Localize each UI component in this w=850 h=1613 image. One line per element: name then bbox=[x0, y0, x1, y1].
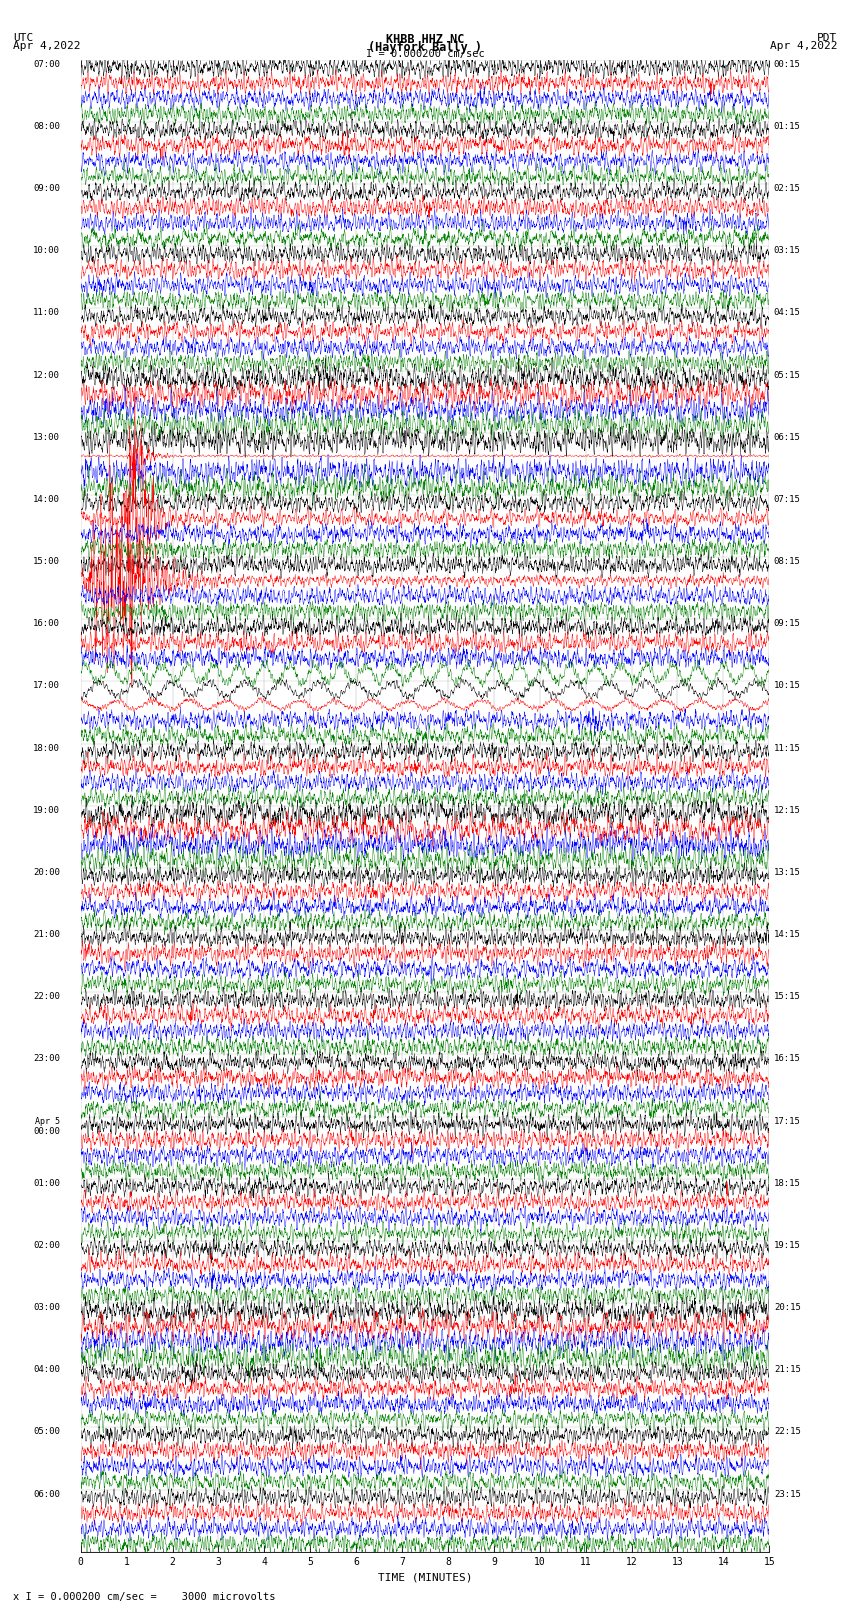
Text: UTC: UTC bbox=[13, 32, 33, 44]
Text: 20:00: 20:00 bbox=[33, 868, 60, 877]
Text: 13:15: 13:15 bbox=[774, 868, 801, 877]
Text: 16:15: 16:15 bbox=[774, 1055, 801, 1063]
Text: PDT: PDT bbox=[817, 32, 837, 44]
Text: (Hayfork Bally ): (Hayfork Bally ) bbox=[368, 40, 482, 55]
Text: Apr 5: Apr 5 bbox=[35, 1116, 60, 1126]
Text: 11:00: 11:00 bbox=[33, 308, 60, 318]
Text: 18:00: 18:00 bbox=[33, 744, 60, 753]
Text: 23:15: 23:15 bbox=[774, 1489, 801, 1498]
Text: 07:15: 07:15 bbox=[774, 495, 801, 503]
Text: 22:00: 22:00 bbox=[33, 992, 60, 1002]
Text: 01:00: 01:00 bbox=[33, 1179, 60, 1187]
Text: 12:00: 12:00 bbox=[33, 371, 60, 379]
Text: KHBB HHZ NC: KHBB HHZ NC bbox=[386, 32, 464, 47]
Text: 05:00: 05:00 bbox=[33, 1428, 60, 1436]
Text: 01:15: 01:15 bbox=[774, 123, 801, 131]
Text: 12:15: 12:15 bbox=[774, 806, 801, 815]
Text: 13:00: 13:00 bbox=[33, 432, 60, 442]
Text: 07:00: 07:00 bbox=[33, 60, 60, 69]
Text: 22:15: 22:15 bbox=[774, 1428, 801, 1436]
Text: 16:00: 16:00 bbox=[33, 619, 60, 627]
Text: Apr 4,2022: Apr 4,2022 bbox=[13, 40, 80, 52]
Text: 05:15: 05:15 bbox=[774, 371, 801, 379]
Text: 20:15: 20:15 bbox=[774, 1303, 801, 1311]
Text: 02:00: 02:00 bbox=[33, 1240, 60, 1250]
Text: 17:15: 17:15 bbox=[774, 1116, 801, 1126]
Text: 03:00: 03:00 bbox=[33, 1303, 60, 1311]
Text: 19:00: 19:00 bbox=[33, 806, 60, 815]
Text: 21:00: 21:00 bbox=[33, 931, 60, 939]
Text: I = 0.000200 cm/sec: I = 0.000200 cm/sec bbox=[366, 50, 484, 60]
Text: 17:00: 17:00 bbox=[33, 681, 60, 690]
Text: 04:15: 04:15 bbox=[774, 308, 801, 318]
Text: 19:15: 19:15 bbox=[774, 1240, 801, 1250]
Text: x I = 0.000200 cm/sec =    3000 microvolts: x I = 0.000200 cm/sec = 3000 microvolts bbox=[13, 1592, 275, 1602]
X-axis label: TIME (MINUTES): TIME (MINUTES) bbox=[377, 1573, 473, 1582]
Text: 00:15: 00:15 bbox=[774, 60, 801, 69]
Text: 21:15: 21:15 bbox=[774, 1365, 801, 1374]
Text: 06:00: 06:00 bbox=[33, 1489, 60, 1498]
Text: 00:00: 00:00 bbox=[33, 1126, 60, 1136]
Text: 08:15: 08:15 bbox=[774, 556, 801, 566]
Text: 14:00: 14:00 bbox=[33, 495, 60, 503]
Text: 08:00: 08:00 bbox=[33, 123, 60, 131]
Text: 15:00: 15:00 bbox=[33, 556, 60, 566]
Text: 15:15: 15:15 bbox=[774, 992, 801, 1002]
Text: 02:15: 02:15 bbox=[774, 184, 801, 194]
Text: 09:15: 09:15 bbox=[774, 619, 801, 627]
Text: 03:15: 03:15 bbox=[774, 247, 801, 255]
Text: 14:15: 14:15 bbox=[774, 931, 801, 939]
Text: 06:15: 06:15 bbox=[774, 432, 801, 442]
Text: 09:00: 09:00 bbox=[33, 184, 60, 194]
Text: 11:15: 11:15 bbox=[774, 744, 801, 753]
Text: 10:00: 10:00 bbox=[33, 247, 60, 255]
Text: 10:15: 10:15 bbox=[774, 681, 801, 690]
Text: Apr 4,2022: Apr 4,2022 bbox=[770, 40, 837, 52]
Text: 23:00: 23:00 bbox=[33, 1055, 60, 1063]
Text: 18:15: 18:15 bbox=[774, 1179, 801, 1187]
Text: 04:00: 04:00 bbox=[33, 1365, 60, 1374]
